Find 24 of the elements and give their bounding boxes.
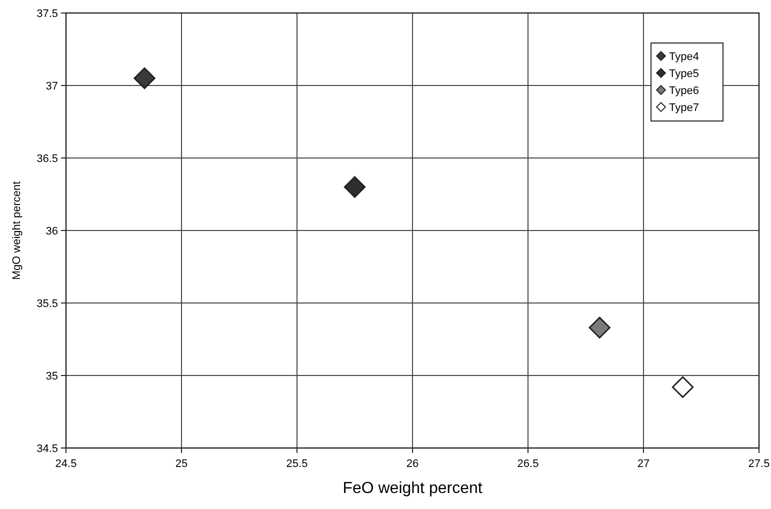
legend-label: Type5 — [669, 68, 699, 80]
point — [134, 67, 156, 90]
legend-label: Type7 — [669, 102, 699, 114]
y-tick-label: 37 — [46, 80, 58, 92]
y-tick-label: 36.5 — [36, 153, 58, 165]
y-tick-label: 37.5 — [36, 8, 58, 20]
x-tick-label: 24.5 — [55, 458, 77, 470]
y-tick-label: 35 — [46, 370, 58, 382]
y-tick-label: 35.5 — [36, 298, 58, 310]
x-tick-label: 26.5 — [517, 458, 539, 470]
legend-label: Type6 — [669, 85, 699, 97]
point — [344, 176, 366, 198]
x-axis-title: FeO weight percent — [342, 480, 483, 497]
point — [588, 316, 610, 338]
point — [672, 376, 694, 398]
x-tick-label: 27.5 — [748, 458, 770, 470]
x-tick-label: 27 — [637, 458, 650, 470]
x-tick-label: 25 — [175, 458, 188, 470]
x-tick-label: 25.5 — [286, 458, 308, 470]
legend-label: Type4 — [669, 51, 699, 63]
y-axis-title: MgO weight percent — [11, 181, 23, 280]
x-tick-label: 26 — [406, 458, 419, 470]
y-tick-label: 36 — [46, 226, 58, 238]
y-tick-label: 34.5 — [36, 443, 58, 455]
